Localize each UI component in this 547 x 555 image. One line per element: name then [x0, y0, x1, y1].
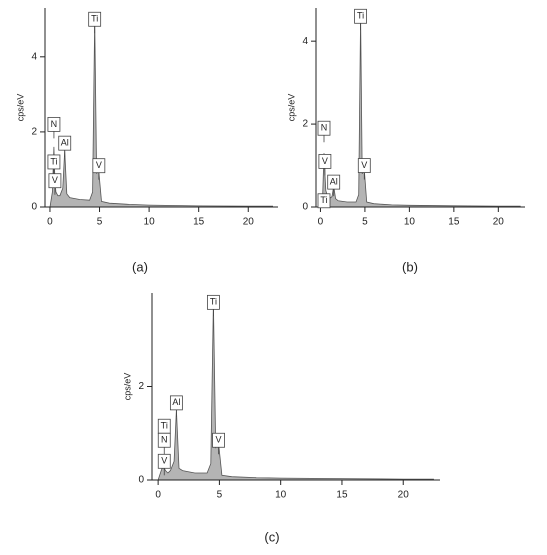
x-tick-label: 20	[243, 217, 255, 228]
y-tick-label: 0	[138, 475, 144, 486]
annotation-box	[88, 11, 102, 27]
annotation: Ti	[210, 297, 217, 307]
annotation-box	[206, 294, 220, 310]
panel-label: (a)	[132, 259, 148, 274]
annotation-box	[354, 8, 367, 24]
y-tick-label: 4	[302, 36, 308, 47]
annotation: V	[96, 160, 102, 170]
annotation-box	[157, 453, 171, 469]
x-tick-label: 15	[193, 217, 205, 228]
x-tick-label: 15	[336, 490, 348, 501]
annotation: N	[161, 435, 168, 445]
x-tick-label: 0	[47, 217, 53, 228]
x-tick-label: 5	[362, 217, 368, 228]
y-tick-label: 2	[31, 127, 37, 138]
x-tick-label: 5	[97, 217, 103, 228]
annotation-box	[157, 432, 171, 448]
x-tick-label: 5	[217, 490, 223, 501]
annotation-box	[357, 158, 371, 173]
annotation: Al	[172, 397, 180, 407]
y-tick-label: 2	[302, 119, 308, 130]
annotation: V	[216, 435, 222, 445]
panel-label: (c)	[264, 529, 279, 544]
annotation-box	[48, 173, 62, 189]
annotation-box	[317, 193, 331, 209]
annotation: V	[322, 156, 328, 166]
annotation: Ti	[357, 11, 364, 21]
annotation: N	[321, 123, 328, 133]
x-tick-label: 10	[275, 490, 287, 501]
annotation-box	[327, 174, 341, 190]
x-tick-label: 10	[144, 217, 156, 228]
annotation: Al	[330, 177, 338, 187]
y-tick-label: 0	[31, 202, 37, 213]
annotation: V	[161, 456, 167, 466]
annotation-box	[47, 154, 61, 170]
annotation-box	[317, 120, 331, 136]
y-axis-label: cps/eV	[286, 94, 296, 122]
x-tick-label: 10	[404, 217, 416, 228]
y-axis-label: cps/eV	[15, 94, 25, 122]
annotation-box	[212, 432, 225, 448]
x-tick-label: 20	[398, 490, 410, 501]
annotation: Ti	[50, 156, 57, 166]
annotation: N	[51, 119, 58, 129]
panel-label: (b)	[402, 259, 418, 274]
x-tick-label: 15	[448, 217, 460, 228]
spectrum	[49, 19, 273, 208]
annotation: V	[361, 160, 367, 170]
spectrum-fill	[320, 16, 521, 207]
x-tick-label: 0	[318, 217, 324, 228]
spectrum-fill	[49, 19, 274, 207]
annotation: V	[52, 175, 58, 185]
annotation: Al	[61, 138, 69, 148]
y-tick-label: 0	[302, 202, 308, 213]
y-tick-label: 2	[138, 381, 144, 392]
annotation-box	[47, 116, 61, 132]
annotation-box	[58, 135, 72, 151]
annotation: Ti	[91, 14, 98, 24]
x-tick-label: 20	[493, 217, 505, 228]
annotation-box	[92, 158, 106, 174]
spectrum	[157, 302, 434, 481]
annotation: Ti	[320, 195, 327, 205]
spectrum	[320, 16, 521, 208]
annotation-box	[169, 395, 183, 411]
annotation-box	[318, 153, 332, 169]
x-tick-label: 0	[155, 490, 161, 501]
annotation: Ti	[161, 421, 168, 431]
y-tick-label: 4	[31, 51, 37, 62]
spectrum-fill	[158, 302, 434, 480]
y-axis-label: cps/eV	[122, 373, 132, 401]
